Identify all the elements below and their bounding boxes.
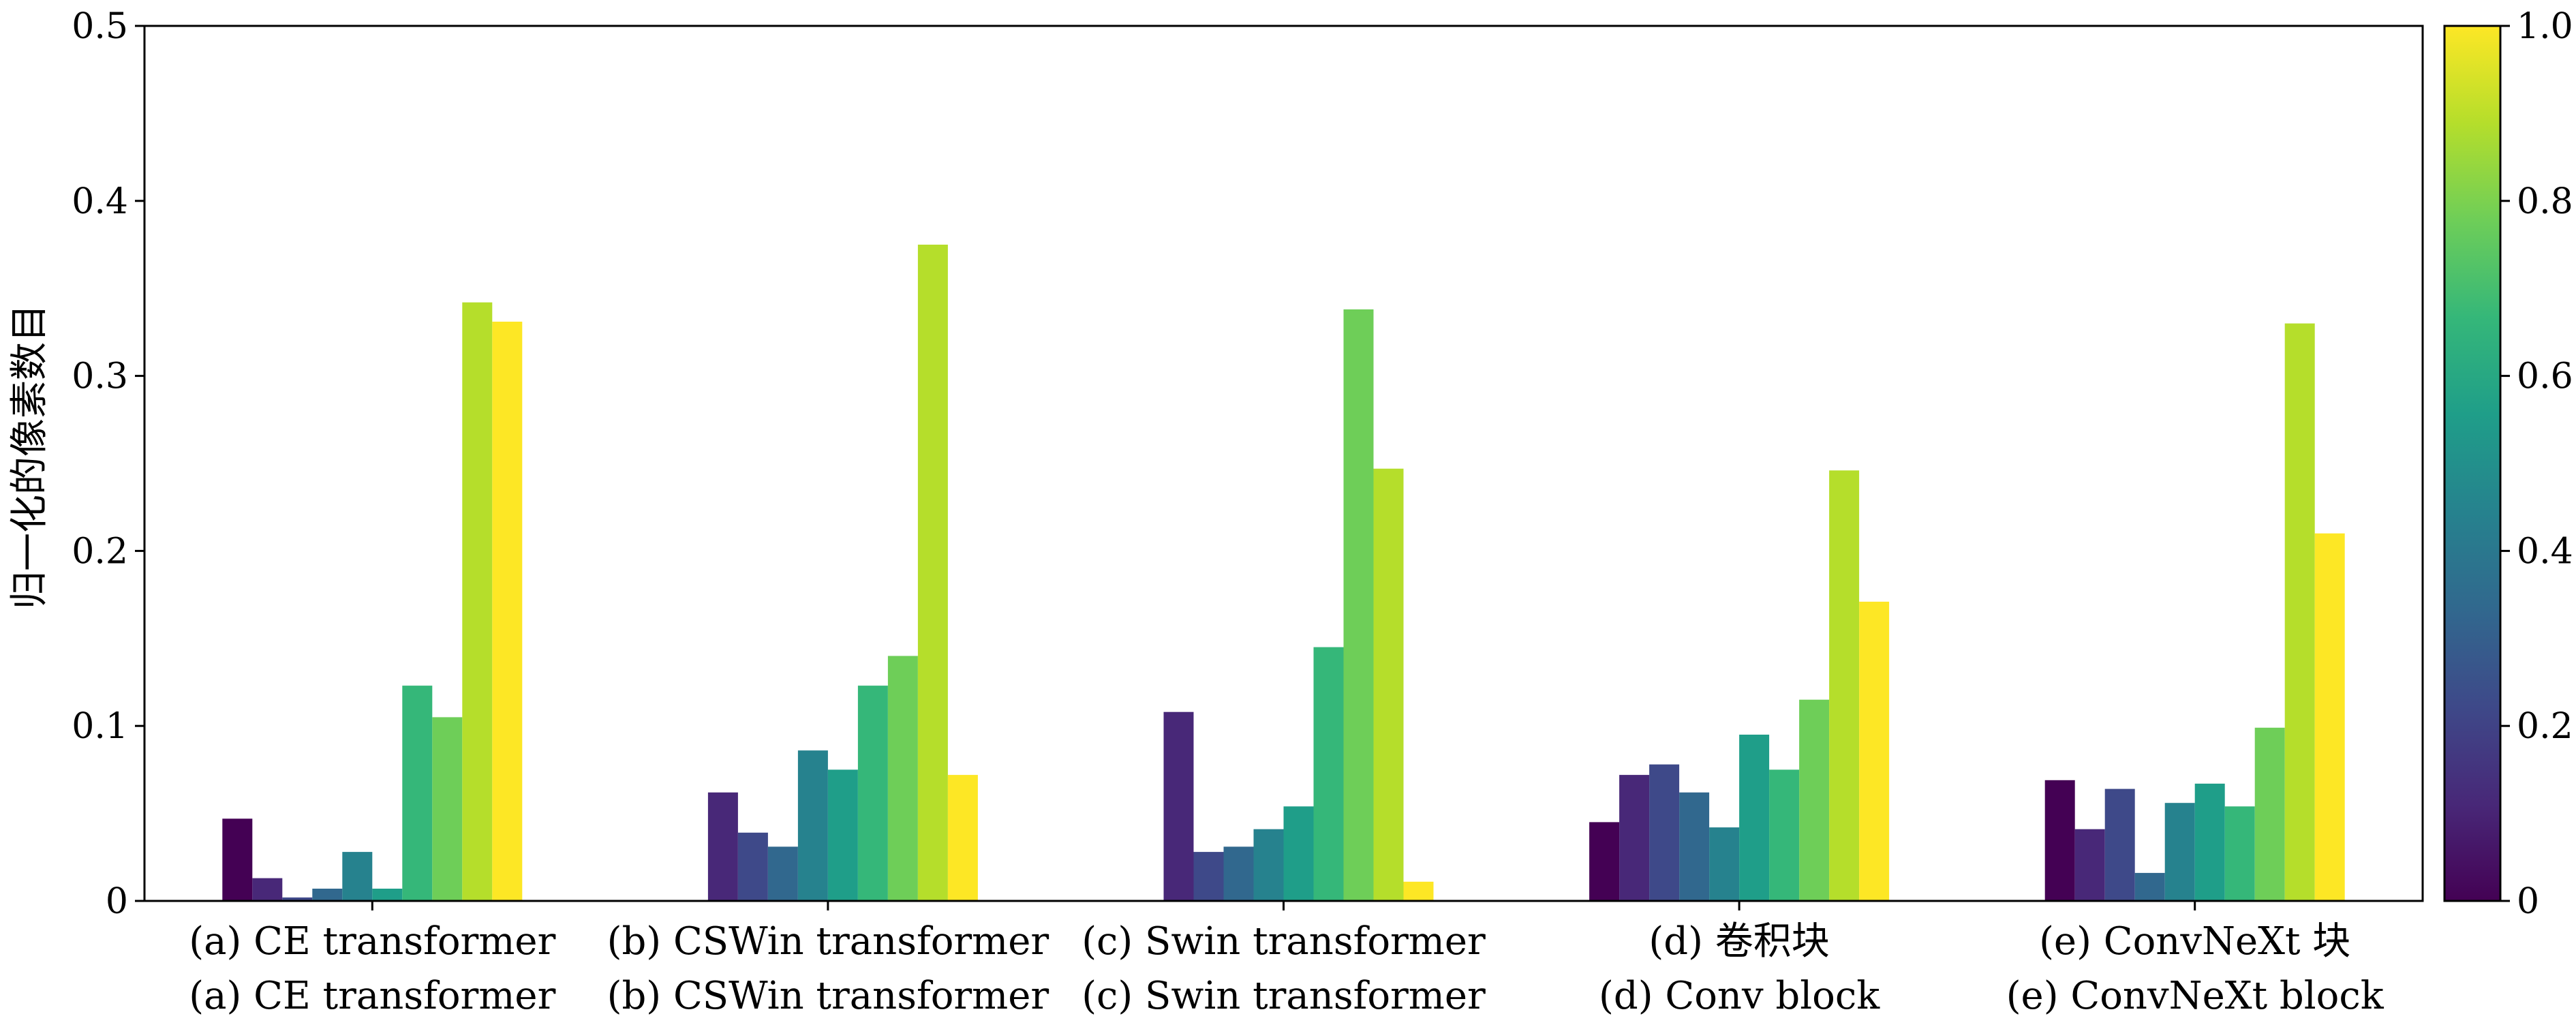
bar — [252, 878, 283, 901]
bar — [222, 818, 253, 901]
bar — [372, 889, 403, 901]
y-tick-label: 0.4 — [72, 181, 128, 222]
colorbar-tick-label: 0 — [2517, 881, 2539, 922]
y-axis-label: 归一化的像素数目 — [7, 304, 52, 609]
bar — [2314, 533, 2345, 901]
bar — [282, 897, 313, 901]
bar — [2284, 323, 2315, 902]
bar — [797, 750, 828, 901]
y-tick-label: 0.2 — [72, 531, 128, 572]
bar — [857, 686, 888, 901]
bar — [1679, 792, 1710, 901]
bar — [492, 322, 523, 901]
colorbar-tick-label: 0.4 — [2517, 531, 2573, 572]
bar — [1373, 468, 1404, 901]
bar — [1313, 647, 1344, 901]
bar — [1589, 822, 1620, 901]
bar — [2224, 806, 2255, 901]
x-tick-label: (d) 卷积块 — [1649, 919, 1829, 964]
bar — [1859, 601, 1890, 901]
bar — [827, 769, 858, 901]
colorbar-tick-label: 1.0 — [2517, 6, 2573, 47]
bar — [1769, 769, 1800, 901]
bar — [1223, 846, 1254, 901]
bar — [1799, 699, 1830, 901]
bar — [402, 686, 433, 901]
y-tick-label: 0.3 — [72, 356, 128, 397]
bar — [737, 832, 768, 901]
bar — [1253, 829, 1284, 901]
x-tick-label-secondary: (a) CE transformer — [189, 974, 555, 1018]
x-tick-label: (e) ConvNeXt 块 — [2039, 919, 2350, 964]
y-tick-label: 0 — [106, 881, 128, 922]
x-tick-label-secondary: (e) ConvNeXt block — [2006, 974, 2385, 1018]
bar — [312, 889, 343, 901]
bar — [1829, 470, 1860, 901]
bar — [1193, 852, 1224, 901]
y-tick-label: 0.1 — [72, 706, 128, 747]
bar — [1649, 764, 1680, 901]
bar — [342, 852, 373, 901]
bar — [432, 717, 463, 901]
bar — [1709, 827, 1740, 901]
bar — [1403, 881, 1434, 901]
bar — [2134, 872, 2165, 901]
bar — [2074, 829, 2105, 901]
bar — [887, 656, 918, 901]
bar — [2164, 803, 2195, 901]
bar — [1739, 735, 1770, 901]
bar — [707, 792, 738, 901]
bar — [462, 302, 493, 901]
colorbar — [2443, 25, 2502, 902]
x-tick-label: (c) Swin transformer — [1082, 919, 1486, 964]
x-tick-label-secondary: (c) Swin transformer — [1082, 974, 1486, 1018]
y-tick-label: 0.5 — [72, 6, 128, 47]
colorbar-tick-label: 0.2 — [2517, 706, 2573, 747]
bar — [2044, 780, 2075, 901]
colorbar-tick-label: 0.8 — [2517, 181, 2573, 222]
bar — [917, 245, 948, 901]
bar — [2194, 783, 2225, 901]
bar — [1343, 309, 1374, 901]
bar — [2104, 788, 2135, 901]
colorbar-tick-label: 0.6 — [2517, 356, 2573, 397]
bar — [2254, 727, 2285, 901]
x-tick-label: (b) CSWin transformer — [607, 919, 1049, 964]
x-tick-label-secondary: (b) CSWin transformer — [607, 974, 1049, 1018]
bar — [1619, 775, 1650, 901]
x-tick-label-secondary: (d) Conv block — [1599, 974, 1880, 1018]
bar — [1283, 806, 1314, 901]
x-tick-label: (a) CE transformer — [189, 919, 555, 964]
bar — [1163, 711, 1194, 901]
bar — [947, 775, 978, 901]
bar — [767, 846, 798, 901]
